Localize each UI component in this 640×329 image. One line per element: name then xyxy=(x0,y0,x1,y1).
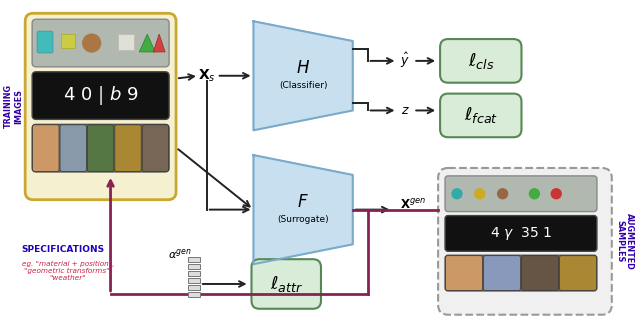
Bar xyxy=(118,34,134,50)
Text: $H$: $H$ xyxy=(296,59,310,77)
Text: $\ell_{cls}$: $\ell_{cls}$ xyxy=(468,51,494,71)
Bar xyxy=(188,285,200,290)
FancyBboxPatch shape xyxy=(445,256,483,291)
Bar xyxy=(188,264,200,269)
FancyBboxPatch shape xyxy=(142,125,168,171)
Text: eg. "material + position",
"geometric transforms",
"weather": eg. "material + position", "geometric tr… xyxy=(22,261,114,281)
Text: $F$: $F$ xyxy=(297,193,309,211)
Bar xyxy=(188,257,200,262)
FancyBboxPatch shape xyxy=(445,255,597,291)
Circle shape xyxy=(551,189,561,199)
FancyBboxPatch shape xyxy=(32,124,169,172)
Polygon shape xyxy=(153,34,165,52)
Text: $\ell_{fcat}$: $\ell_{fcat}$ xyxy=(464,105,498,125)
Circle shape xyxy=(83,34,100,52)
Text: SPECIFICATIONS: SPECIFICATIONS xyxy=(21,245,104,254)
FancyBboxPatch shape xyxy=(522,256,559,291)
FancyBboxPatch shape xyxy=(32,72,169,119)
Bar xyxy=(188,292,200,297)
FancyBboxPatch shape xyxy=(60,125,86,171)
Bar xyxy=(188,278,200,283)
FancyBboxPatch shape xyxy=(445,176,597,212)
Text: $z$: $z$ xyxy=(401,104,410,117)
Text: AUGMENTED
SAMPLES: AUGMENTED SAMPLES xyxy=(615,213,634,270)
Polygon shape xyxy=(140,34,156,52)
FancyBboxPatch shape xyxy=(438,168,612,315)
Bar xyxy=(188,271,200,276)
FancyBboxPatch shape xyxy=(445,215,597,251)
Text: $\mathit{4}$ $\mathit{0}$ | $\mathit{b}$ $\mathit{9}$: $\mathit{4}$ $\mathit{0}$ | $\mathit{b}$… xyxy=(63,84,138,107)
Text: $\hat{y}$: $\hat{y}$ xyxy=(401,51,410,70)
Text: $\mathit{4}$ $\gamma$  $\mathit{3}$$\mathit{5}$ $\mathit{1}$: $\mathit{4}$ $\gamma$ $\mathit{3}$$\math… xyxy=(490,225,552,242)
Circle shape xyxy=(498,189,508,199)
Text: $\ell_{attr}$: $\ell_{attr}$ xyxy=(269,274,303,294)
FancyBboxPatch shape xyxy=(32,19,169,67)
FancyBboxPatch shape xyxy=(252,259,321,309)
Text: (Classifier): (Classifier) xyxy=(279,81,327,90)
Text: $\mathbf{X}^{gen}$: $\mathbf{X}^{gen}$ xyxy=(401,198,426,212)
FancyBboxPatch shape xyxy=(33,125,59,171)
Polygon shape xyxy=(253,155,353,264)
Text: $\alpha^{gen}$: $\alpha^{gen}$ xyxy=(168,247,192,261)
Text: $\mathbf{X}_s$: $\mathbf{X}_s$ xyxy=(198,67,216,84)
FancyBboxPatch shape xyxy=(37,31,53,53)
Text: (Surrogate): (Surrogate) xyxy=(277,215,329,224)
FancyBboxPatch shape xyxy=(115,125,141,171)
Bar xyxy=(61,34,75,48)
Circle shape xyxy=(475,189,484,199)
FancyBboxPatch shape xyxy=(483,256,520,291)
FancyBboxPatch shape xyxy=(25,13,176,200)
Text: TRAINING
IMAGES: TRAINING IMAGES xyxy=(4,85,23,129)
Polygon shape xyxy=(253,21,353,130)
FancyBboxPatch shape xyxy=(559,256,596,291)
FancyBboxPatch shape xyxy=(88,125,114,171)
FancyBboxPatch shape xyxy=(440,39,522,83)
Circle shape xyxy=(529,189,540,199)
FancyBboxPatch shape xyxy=(440,94,522,137)
Circle shape xyxy=(452,189,462,199)
